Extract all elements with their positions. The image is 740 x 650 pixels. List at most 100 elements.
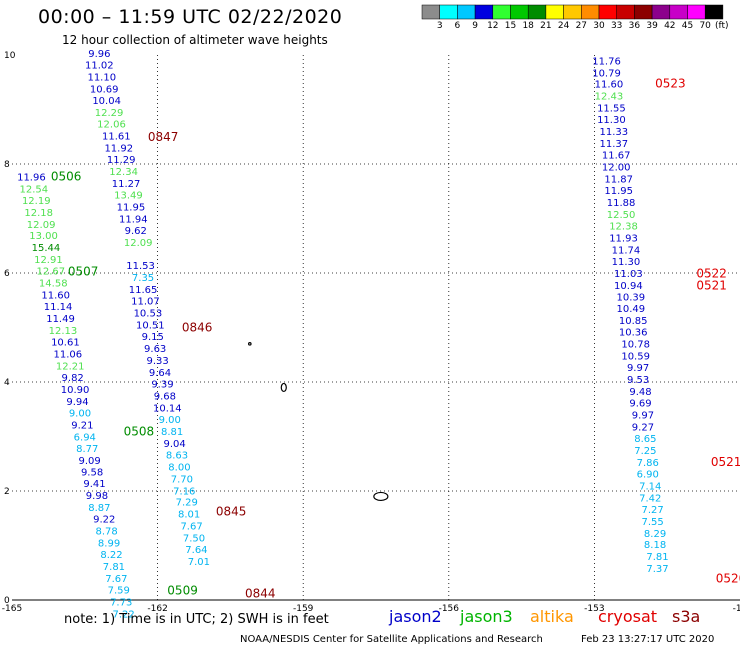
wave-height-value: 7.22: [112, 609, 134, 620]
colorbar-label: 21: [540, 21, 552, 31]
colorbar-label: 42: [664, 21, 676, 31]
colorbar-label: 9: [472, 21, 478, 31]
wave-height-value: 8.29: [644, 529, 666, 540]
wave-height-value: 7.29: [176, 498, 198, 509]
latitude-tick-label: 0: [4, 596, 10, 606]
wave-height-value: 9.22: [93, 515, 115, 526]
wave-height-value: 10.14: [153, 403, 182, 414]
wave-height-value: 9.96: [88, 49, 110, 60]
wave-height-value: 9.00: [159, 415, 181, 426]
wave-height-value: 9.68: [154, 391, 176, 402]
legend-item-s3a: s3a: [672, 607, 701, 626]
wave-height-value: 11.49: [46, 314, 75, 325]
wave-height-value: 11.94: [119, 214, 148, 225]
wave-height-value: 10.78: [621, 340, 650, 351]
wave-height-value: 9.58: [81, 468, 103, 479]
wave-height-value: 14.58: [39, 279, 68, 290]
colorbar-label: 45: [681, 21, 694, 31]
wave-height-value: 12.67: [37, 267, 66, 278]
colorbar-label: 12: [487, 21, 499, 31]
wave-height-value: 9.33: [146, 356, 168, 367]
wave-height-value: 11.07: [131, 297, 160, 308]
colorbar-label: 24: [557, 21, 570, 31]
wave-height-value: 10.69: [90, 85, 119, 96]
wave-height-value: 10.61: [51, 337, 80, 348]
wave-height-value: 7.81: [103, 562, 125, 573]
wave-height-value: 9.64: [149, 368, 171, 379]
longitude-tick-label: -156: [439, 604, 460, 614]
pass-time-label: 0523: [655, 77, 686, 91]
wave-height-value: 8.00: [168, 462, 190, 473]
wave-height-value: 11.55: [597, 104, 626, 115]
wave-height-value: 8.18: [644, 540, 666, 551]
latitude-tick-label: 8: [4, 160, 10, 170]
credit-text: NOAA/NESDIS Center for Satellite Applica…: [240, 634, 543, 645]
wave-height-value: 7.27: [642, 505, 664, 516]
wave-height-value: 9.21: [71, 420, 93, 431]
pass-time-label: 0844: [245, 586, 276, 600]
wave-height-value: 11.29: [107, 155, 136, 166]
wave-height-value: 8.22: [100, 550, 122, 561]
wave-height-value: 9.41: [83, 479, 105, 490]
wave-height-value: 11.87: [604, 175, 633, 186]
wave-height-value: 12.34: [109, 167, 138, 178]
wave-height-value: 7.16: [173, 486, 195, 497]
wave-height-value: 11.67: [602, 151, 631, 162]
wave-height-value: 11.60: [41, 291, 70, 302]
wave-height-value: 7.25: [634, 446, 656, 457]
wave-height-value: 15.44: [32, 243, 61, 254]
wave-height-value: 10.49: [616, 304, 645, 315]
pass-time-label: 0507: [68, 265, 99, 279]
wave-height-value: 8.77: [76, 444, 98, 455]
legend-item-cryosat: cryosat: [598, 607, 658, 626]
wave-height-value: 9.15: [142, 332, 164, 343]
latitude-tick-label: 6: [4, 269, 10, 279]
wave-height-value: 7.70: [171, 474, 193, 485]
pass-time-label: 0508: [124, 424, 155, 438]
wave-height-value: 7.01: [188, 557, 210, 568]
wave-height-value: 11.96: [17, 172, 46, 183]
wave-height-value: 10.94: [614, 281, 643, 292]
wave-height-value: 11.27: [112, 179, 141, 190]
wave-height-value: 11.61: [102, 131, 131, 142]
pass-time-label: 0509: [167, 584, 198, 598]
wave-height-value: 10.53: [134, 309, 163, 320]
wave-height-value: 11.02: [85, 61, 114, 72]
wave-height-value: 8.99: [98, 539, 120, 550]
longitude-tick-label: -15: [733, 604, 740, 614]
wave-height-value: 8.63: [166, 450, 188, 461]
wave-height-value: 11.93: [609, 233, 638, 244]
wave-height-value: 9.53: [627, 375, 649, 386]
wave-height-value: 6.94: [74, 432, 96, 443]
wave-height-value: 12.13: [49, 326, 78, 337]
wave-height-value: 11.53: [126, 261, 155, 272]
wave-height-colorbar: [421, 4, 724, 20]
wave-height-value: 11.30: [597, 115, 626, 126]
legend-item-jason2: jason2: [389, 607, 442, 626]
wave-height-value: 9.27: [632, 423, 654, 434]
wave-height-value: 7.37: [646, 564, 668, 575]
wave-height-value: 9.04: [163, 439, 185, 450]
wave-height-value: 9.82: [62, 373, 84, 384]
wave-height-value: 12.38: [609, 221, 638, 232]
wave-height-value: 12.29: [95, 108, 124, 119]
wave-height-value: 9.69: [629, 399, 651, 410]
wave-height-value: 8.65: [634, 434, 656, 445]
wave-height-value: 13.49: [114, 190, 143, 201]
pass-time-label: 0521: [696, 278, 727, 292]
wave-height-value: 9.09: [79, 456, 101, 467]
wave-height-value: 11.92: [104, 143, 133, 154]
map-title: 00:00 – 11:59 UTC 02/22/2020: [38, 6, 343, 28]
wave-height-value: 10.85: [619, 316, 648, 327]
colorbar-label: 3: [436, 21, 443, 31]
colorbar-label: 6: [454, 21, 461, 31]
wave-height-value: 10.36: [619, 328, 648, 339]
wave-height-value: 9.62: [125, 226, 147, 237]
longitude-tick-label: -162: [147, 604, 167, 614]
legend-item-jason3: jason3: [460, 607, 513, 626]
wave-height-value: 8.78: [96, 527, 118, 538]
wave-height-value: 8.81: [161, 427, 183, 438]
legend-item-altika: altika: [530, 607, 574, 626]
wave-height-value: 12.50: [607, 210, 636, 221]
colorbar-label: 36: [628, 21, 641, 31]
